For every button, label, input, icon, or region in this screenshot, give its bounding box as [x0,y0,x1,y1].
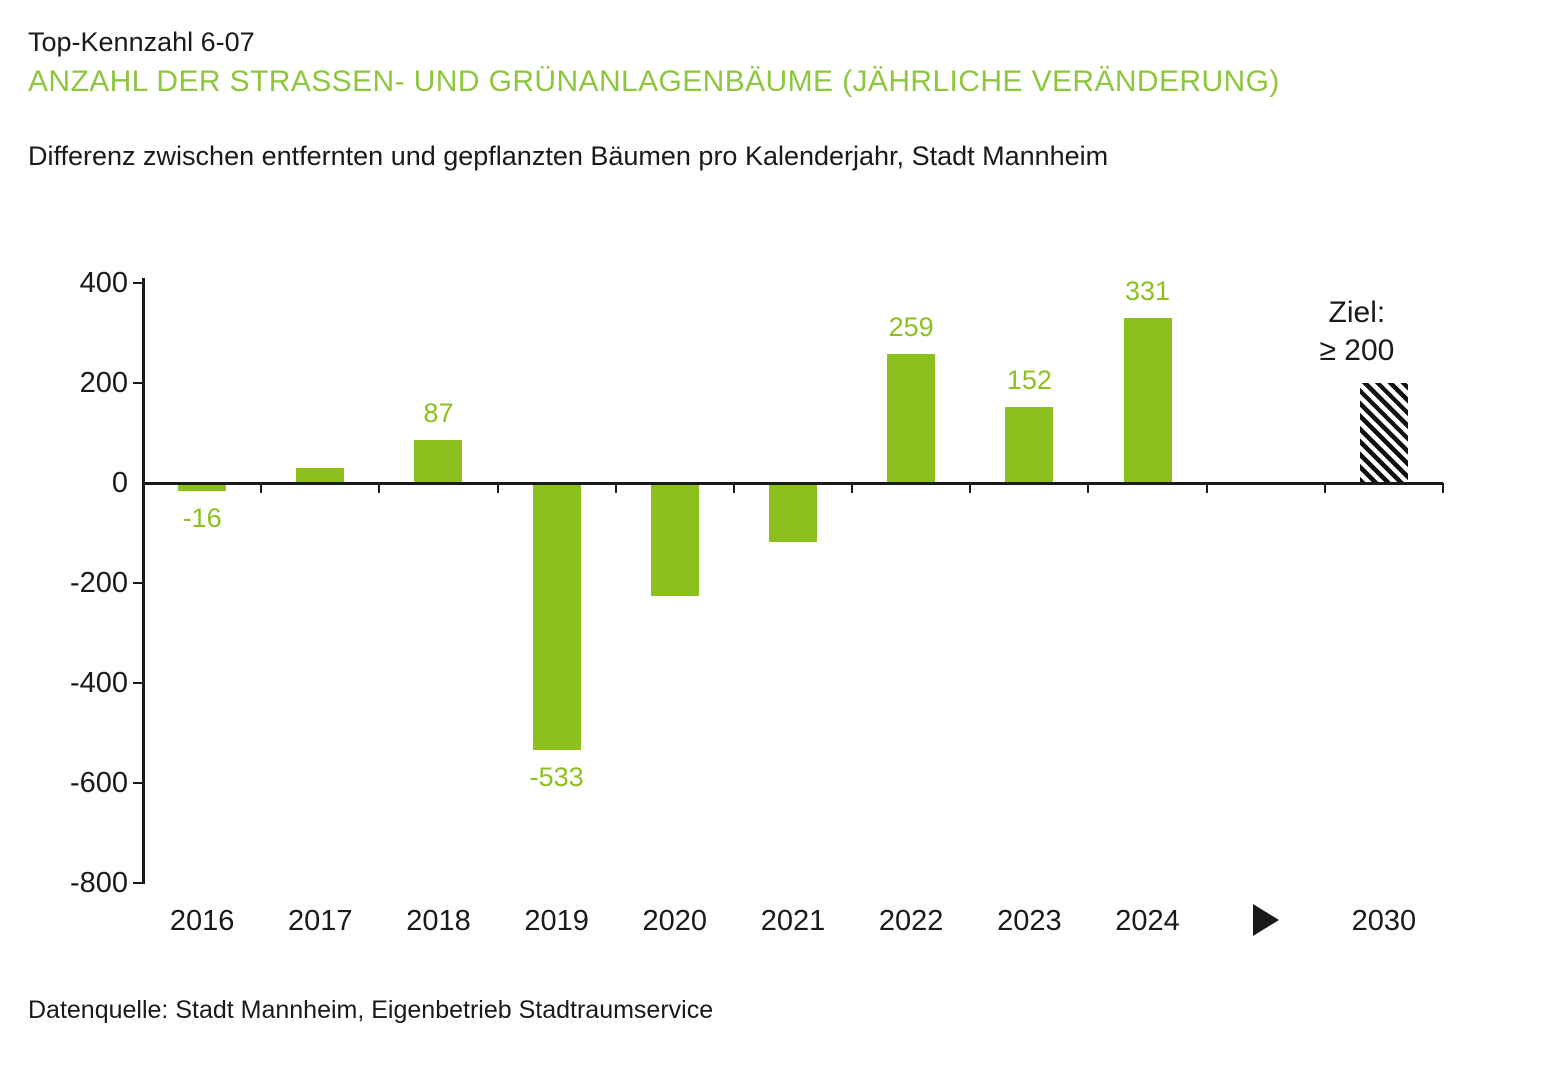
value-label-2022: 259 [888,311,934,342]
bar-2019 [532,483,581,750]
x-label-2023: 2023 [997,905,1062,937]
y-tick--200 [133,582,143,584]
x-tick-2 [378,483,381,493]
y-tick-200 [133,382,143,384]
bar-2023 [1005,407,1054,483]
x-tick-3 [496,483,499,493]
x-tick-11 [1441,483,1444,493]
x-label-2017: 2017 [288,905,353,937]
y-tick-label--800: -800 [69,867,128,899]
x-tick-10 [1323,483,1326,493]
y-tick-label-0: 0 [111,467,128,499]
bar-2022 [887,353,936,483]
x-label-2024: 2024 [1115,905,1180,937]
x-label-2021: 2021 [760,905,826,937]
y-tick-400 [133,282,143,284]
x-label-2022: 2022 [878,905,944,937]
arrow-right-icon [1252,904,1279,936]
target-annotation-line-2: ≥ 200 [1319,334,1395,367]
bar-2020 [650,483,699,596]
y-tick-label-400: 400 [79,267,128,299]
x-tick-4 [614,483,617,493]
x-tick-5 [732,483,735,493]
value-label-2024: 331 [1124,275,1171,306]
x-label-2018: 2018 [406,905,471,937]
kicker: Top-Kennzahl 6-07 [28,27,255,57]
x-tick-8 [1087,483,1090,493]
y-tick-label--400: -400 [69,667,128,699]
bar-2024 [1123,317,1172,483]
x-label-2019: 2019 [524,905,589,937]
bar-2017 [296,468,345,483]
y-axis-line [141,278,145,884]
y-tick--600 [133,782,143,784]
target-bar-2030 [1359,383,1408,483]
bar-2021 [768,483,817,542]
target-annotation-line-1: Ziel: [1328,296,1386,329]
chart-subtitle: Differenz zwischen entfernten und gepfla… [28,141,1109,171]
x-tick-1 [260,483,263,493]
data-source: Datenquelle: Stadt Mannheim, Eigenbetrie… [28,996,714,1024]
value-label-2016: -16 [182,503,222,533]
value-label-2019: -533 [529,761,584,792]
x-tick-9 [1205,483,1208,493]
y-tick--800 [133,882,143,884]
y-tick-label--200: -200 [69,567,128,599]
x-tick-7 [969,483,972,493]
x-label-2030: 2030 [1351,905,1417,937]
page-title: ANZAHL DER STRASSEN- UND GRÜNANLAGENBÄUM… [28,65,1280,98]
value-label-2023: 152 [1006,365,1052,395]
bar-2018 [414,439,463,483]
x-tick-6 [851,483,854,493]
x-label-2020: 2020 [642,905,708,937]
x-label-2016: 2016 [169,905,235,937]
y-tick-label--600: -600 [69,767,128,799]
y-tick--400 [133,682,143,684]
bar-2016 [178,483,227,491]
x-axis-line [143,481,1443,485]
y-tick-label-200: 200 [79,367,128,399]
value-label-2018: 87 [423,397,454,428]
